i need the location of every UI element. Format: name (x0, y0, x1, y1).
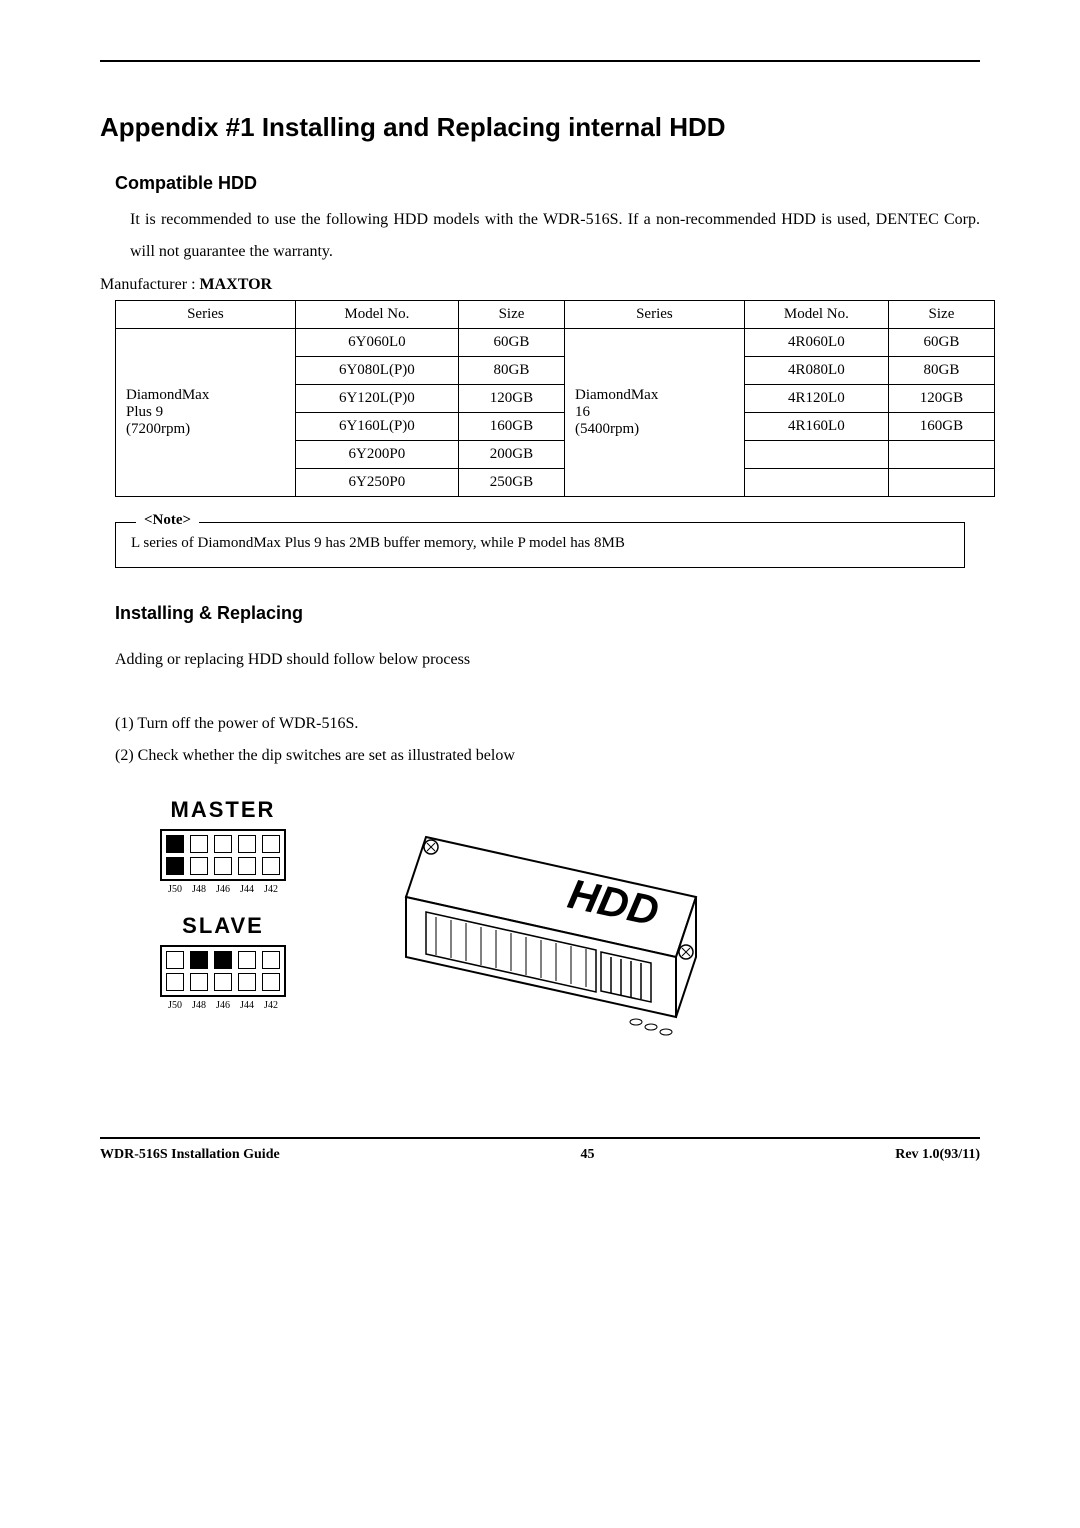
cell: 160GB (888, 413, 994, 441)
cell: 4R120L0 (744, 385, 888, 413)
cell (888, 469, 994, 497)
dip-cell (262, 857, 280, 875)
dip-label: J44 (238, 1000, 256, 1011)
manufacturer-label: Manufacturer : (100, 276, 200, 293)
hdd-isometric-icon: HDD (336, 797, 756, 1077)
dip-cell (214, 835, 232, 853)
manufacturer-value: MAXTOR (200, 276, 273, 293)
section-compatible-hdd-title: Compatible HDD (115, 173, 980, 194)
cell: 6Y060L0 (295, 329, 458, 357)
dip-label: J48 (190, 884, 208, 895)
hdd-compatibility-table: Series Model No. Size Series Model No. S… (115, 300, 995, 497)
cell: 4R080L0 (744, 357, 888, 385)
note-text: L series of DiamondMax Plus 9 has 2MB bu… (131, 535, 625, 551)
dip-label: J42 (262, 1000, 280, 1011)
step-2: (2) Check whether the dip switches are s… (115, 740, 980, 772)
th-series-2: Series (565, 301, 745, 329)
cell: 6Y200P0 (295, 441, 458, 469)
dip-label: J46 (214, 884, 232, 895)
dip-cell (238, 951, 256, 969)
dip-label: J48 (190, 1000, 208, 1011)
footer-left: WDR-516S Installation Guide (100, 1147, 280, 1163)
dip-cell (262, 973, 280, 991)
cell: 4R160L0 (744, 413, 888, 441)
diagrams-area: MASTER J50 J48 J46 J44 J42 SLAVE (160, 797, 980, 1077)
dip-switches-section: MASTER J50 J48 J46 J44 J42 SLAVE (160, 797, 286, 1011)
left-series-cell: DiamondMaxPlus 9(7200rpm) (116, 329, 296, 497)
dip-cell (214, 973, 232, 991)
appendix-title: Appendix #1 Installing and Replacing int… (100, 112, 980, 143)
cell: 6Y080L(P)0 (295, 357, 458, 385)
dip-label: J44 (238, 884, 256, 895)
th-model-2: Model No. (744, 301, 888, 329)
master-dip-box (160, 829, 286, 881)
dip-label: J42 (262, 884, 280, 895)
dip-label: J46 (214, 1000, 232, 1011)
master-dip-labels: J50 J48 J46 J44 J42 (166, 884, 280, 895)
cell: 4R060L0 (744, 329, 888, 357)
slave-dip-box (160, 945, 286, 997)
dip-cell (238, 857, 256, 875)
cell (744, 441, 888, 469)
cell: 60GB (888, 329, 994, 357)
installing-steps: Adding or replacing HDD should follow be… (115, 644, 980, 772)
cell: 6Y120L(P)0 (295, 385, 458, 413)
slave-dip-labels: J50 J48 J46 J44 J42 (166, 1000, 280, 1011)
th-series-1: Series (116, 301, 296, 329)
dip-cell (190, 973, 208, 991)
dip-cell (238, 973, 256, 991)
th-model-1: Model No. (295, 301, 458, 329)
manufacturer-line: Manufacturer : MAXTOR (100, 276, 980, 294)
footer-page-number: 45 (580, 1147, 594, 1163)
top-rule (100, 60, 980, 62)
dip-cell (214, 857, 232, 875)
dip-label: J50 (166, 1000, 184, 1011)
cell: 120GB (458, 385, 564, 413)
cell: 250GB (458, 469, 564, 497)
cell: 6Y250P0 (295, 469, 458, 497)
note-box: <Note> L series of DiamondMax Plus 9 has… (115, 522, 965, 568)
dip-cell (262, 835, 280, 853)
dip-cell (166, 857, 184, 875)
master-dip-block: MASTER J50 J48 J46 J44 J42 (160, 797, 286, 895)
dip-cell (262, 951, 280, 969)
dip-cell (190, 835, 208, 853)
dip-cell (238, 835, 256, 853)
cell: 200GB (458, 441, 564, 469)
cell: 80GB (458, 357, 564, 385)
dip-cell (166, 835, 184, 853)
right-series-cell: DiamondMax16(5400rpm) (565, 329, 745, 497)
cell: 160GB (458, 413, 564, 441)
slave-dip-block: SLAVE J50 J48 J46 J44 J42 (160, 913, 286, 1011)
th-size-1: Size (458, 301, 564, 329)
cell (744, 469, 888, 497)
step-1: (1) Turn off the power of WDR-516S. (115, 708, 980, 740)
dip-cell (166, 973, 184, 991)
compatible-hdd-body: It is recommended to use the following H… (130, 204, 980, 268)
table-row: DiamondMaxPlus 9(7200rpm) 6Y060L0 60GB D… (116, 329, 995, 357)
master-title: MASTER (171, 797, 276, 823)
footer-right: Rev 1.0(93/11) (895, 1147, 980, 1163)
dip-cell (190, 951, 208, 969)
th-size-2: Size (888, 301, 994, 329)
slave-title: SLAVE (182, 913, 264, 939)
dip-label: J50 (166, 884, 184, 895)
cell (888, 441, 994, 469)
table-header-row: Series Model No. Size Series Model No. S… (116, 301, 995, 329)
cell: 6Y160L(P)0 (295, 413, 458, 441)
dip-cell (166, 951, 184, 969)
dip-cell (214, 951, 232, 969)
section-installing-title: Installing & Replacing (115, 603, 980, 624)
installing-intro: Adding or replacing HDD should follow be… (115, 644, 980, 676)
cell: 120GB (888, 385, 994, 413)
cell: 60GB (458, 329, 564, 357)
cell: 80GB (888, 357, 994, 385)
page-footer: WDR-516S Installation Guide 45 Rev 1.0(9… (100, 1137, 980, 1163)
dip-cell (190, 857, 208, 875)
note-label: <Note> (136, 512, 199, 529)
